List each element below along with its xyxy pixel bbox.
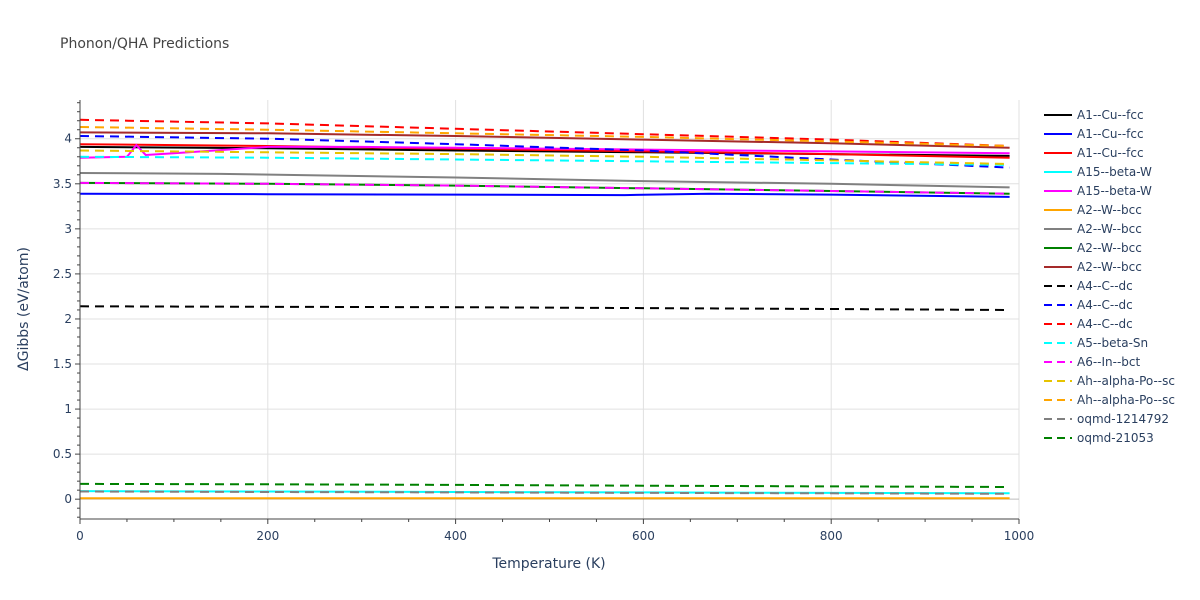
legend-item[interactable]: A6--In--bct [1044, 355, 1141, 369]
x-tick-label: 200 [256, 529, 279, 543]
x-tick-label: 800 [820, 529, 843, 543]
x-tick-label: 1000 [1004, 529, 1035, 543]
axes: 0 200 400 600 800 1000 0 0.5 1 1.5 2 2.5 3 3.5 4 [53, 100, 1034, 543]
series-line-1 [79, 192, 1010, 198]
legend-label: Ah--alpha-Po--sc [1077, 374, 1175, 388]
legend-label: Ah--alpha-Po--sc [1077, 393, 1175, 407]
x-tick-label: 600 [632, 529, 655, 543]
legend[interactable]: A1--Cu--fcc A1--Cu--fcc A1--Cu--fcc A15--be… [1044, 108, 1175, 445]
y-tick-label: 3 [64, 222, 72, 236]
series-line-12 [79, 155, 1010, 166]
legend-label: A6--In--bct [1077, 355, 1141, 369]
series-line-6 [79, 172, 1010, 189]
legend-label: oqmd-1214792 [1077, 412, 1169, 426]
legend-item[interactable]: A5--beta-Sn [1044, 336, 1148, 350]
legend-item[interactable]: A2--W--bcc [1044, 203, 1142, 217]
legend-item[interactable]: A4--C--dc [1044, 279, 1133, 293]
legend-label: A15--beta-W [1077, 165, 1152, 179]
series-line-11 [79, 118, 1010, 147]
y-tick-label: 2.5 [53, 267, 72, 281]
legend-label: A2--W--bcc [1077, 260, 1142, 274]
legend-item[interactable]: A2--W--bcc [1044, 222, 1142, 236]
legend-item[interactable]: A4--C--dc [1044, 317, 1133, 331]
y-tick-label: 3.5 [53, 177, 72, 191]
x-tick-label: 0 [76, 529, 84, 543]
x-axis-title: Temperature (K) [491, 556, 605, 572]
y-tick-label: 0 [64, 492, 72, 506]
legend-label: A1--Cu--fcc [1077, 127, 1144, 141]
y-tick-label: 1.5 [53, 357, 72, 371]
series-lines [79, 118, 1010, 500]
legend-label: A5--beta-Sn [1077, 336, 1148, 350]
legend-item[interactable]: A4--C--dc [1044, 298, 1133, 312]
series-line-2 [79, 143, 1010, 159]
legend-item[interactable]: A2--W--bcc [1044, 260, 1142, 274]
legend-label: A2--W--bcc [1077, 241, 1142, 255]
series-line-17 [79, 482, 1010, 488]
y-tick-label: 2 [64, 312, 72, 326]
chart-title: Phonon/QHA Predictions [60, 36, 230, 52]
legend-item[interactable]: A1--Cu--fcc [1044, 108, 1144, 122]
series-line-16 [79, 490, 1010, 495]
legend-label: A4--C--dc [1077, 279, 1133, 293]
series-line-15 [79, 126, 1010, 147]
legend-item[interactable]: A1--Cu--fcc [1044, 127, 1144, 141]
series-line-13 [79, 181, 1010, 195]
x-tick-label: 400 [444, 529, 467, 543]
y-tick-label: 4 [64, 132, 72, 146]
legend-item[interactable]: Ah--alpha-Po--sc [1044, 393, 1175, 407]
legend-label: A4--C--dc [1077, 298, 1133, 312]
legend-item[interactable]: oqmd-1214792 [1044, 412, 1169, 426]
y-tick-label: 1 [64, 402, 72, 416]
legend-label: A1--Cu--fcc [1077, 146, 1144, 160]
legend-item[interactable]: Ah--alpha-Po--sc [1044, 374, 1175, 388]
legend-item[interactable]: A15--beta-W [1044, 165, 1152, 179]
series-line-9 [79, 305, 1010, 311]
legend-label: A4--C--dc [1077, 317, 1133, 331]
legend-label: A2--W--bcc [1077, 222, 1142, 236]
legend-item[interactable]: A2--W--bcc [1044, 241, 1142, 255]
y-axis-title: ΔGibbs (eV/atom) [16, 247, 32, 371]
legend-item[interactable]: A1--Cu--fcc [1044, 146, 1144, 160]
series-line-8 [79, 131, 1010, 149]
legend-item[interactable]: A15--beta-W [1044, 184, 1152, 198]
legend-item[interactable]: oqmd-21053 [1044, 431, 1154, 445]
legend-label: A15--beta-W [1077, 184, 1152, 198]
legend-label: A1--Cu--fcc [1077, 108, 1144, 122]
series-line-4 [79, 143, 1010, 159]
series-line-14 [79, 149, 1010, 165]
legend-label: oqmd-21053 [1077, 431, 1154, 445]
y-tick-label: 0.5 [53, 447, 72, 461]
legend-label: A2--W--bcc [1077, 203, 1142, 217]
